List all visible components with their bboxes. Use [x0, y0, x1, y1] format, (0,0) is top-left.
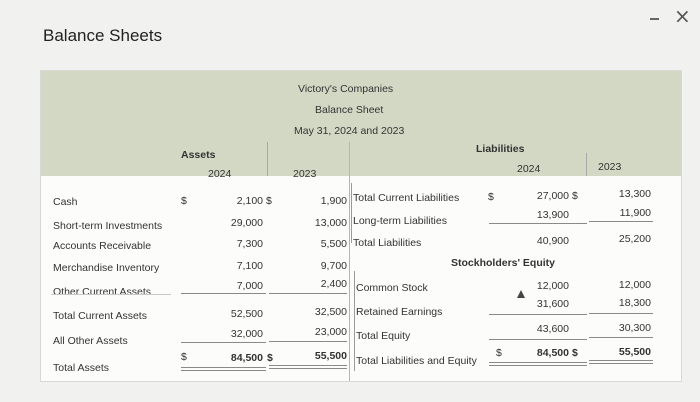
asset-sti-2023: 13,000 [314, 217, 347, 229]
eq-re-2023: 18,300 [618, 297, 651, 309]
liab-tl-2023: 25,200 [618, 233, 651, 245]
liab-label-total-liabilities-equity: Total Liabilities and Equity [356, 355, 477, 367]
le-total-2024: 84,500 [536, 347, 569, 359]
liab-dollar-sign: $ [488, 191, 494, 203]
asset-label-all-other-assets: All Other Assets [53, 335, 128, 347]
liab-label-retained-earnings: Retained Earnings [356, 306, 443, 318]
asset-label-total-assets: Total Assets [53, 362, 110, 374]
equity-heading: Stockholders' Equity [451, 257, 556, 269]
asset-label-short-term-investments: Short-term Investments [53, 220, 163, 232]
asset-tca-2023: 32,500 [314, 306, 347, 318]
asset-label-total-current-assets: Total Current Assets [53, 310, 147, 322]
balance-sheet-table: Victory's Companies Balance Sheet May 31… [40, 70, 682, 382]
statement-dates: May 31, 2024 and 2023 [294, 125, 405, 137]
liab-ltl-2024: 13,900 [536, 209, 569, 221]
asset-tca-2024: 52,500 [230, 308, 263, 320]
asset-dollar-sign: $ [266, 195, 272, 207]
liabilities-col-2024: 2024 [517, 163, 541, 175]
liab-ltl-2023: 11,900 [619, 207, 651, 219]
close-icon[interactable]: × [674, 4, 691, 28]
liab-label-tcl: Total Current Liabilities [353, 192, 460, 204]
assets-heading: Assets [181, 149, 216, 161]
liab-tcl-2023: 13,300 [618, 188, 651, 200]
asset-mi-2023: 9,700 [320, 260, 347, 272]
liab-tcl-2024: 27,000 [536, 190, 569, 202]
asset-ta-2024: 84,500 [230, 352, 263, 364]
asset-label-cash: Cash [53, 196, 78, 208]
liab-tl-2024: 40,900 [536, 235, 569, 247]
header-band [41, 71, 681, 176]
liab-dollar-sign: $ [572, 190, 578, 202]
asset-dollar-sign: $ [181, 351, 187, 363]
liabilities-col-2023: 2023 [598, 161, 622, 173]
asset-aoa-2023: 23,000 [314, 326, 347, 338]
asset-oca-2024: 7,000 [236, 280, 263, 292]
liab-dollar-sign: $ [496, 347, 502, 359]
asset-cash-2023: 1,900 [320, 195, 347, 207]
page-title: Balance Sheets [43, 26, 163, 45]
asset-label-merchandise-inventory: Merchandise Inventory [53, 262, 160, 274]
liab-label-total-liabilities: Total Liabilities [353, 237, 422, 249]
asset-ar-2023: 5,500 [320, 238, 347, 250]
liab-label-ltl: Long-term Liabilities [353, 215, 447, 227]
asset-aoa-2024: 32,000 [230, 328, 263, 340]
liabilities-heading: Liabilities [476, 143, 525, 155]
asset-ta-2023: 55,500 [314, 350, 347, 362]
asset-label-other-current-assets: Other Current Assets [53, 286, 152, 298]
assets-col-2023: 2023 [293, 168, 317, 180]
liab-dollar-sign: $ [572, 347, 578, 359]
asset-dollar-sign: $ [267, 352, 273, 364]
asset-cash-2024: 2,100 [236, 195, 263, 207]
minimize-button[interactable] [650, 18, 659, 20]
eq-te-2023: 30,300 [618, 322, 651, 334]
eq-re-2024: 31,600 [536, 298, 569, 310]
eq-cs-2023: 12,000 [618, 279, 651, 291]
statement-name: Balance Sheet [315, 104, 384, 116]
assets-col-2024: 2024 [208, 168, 232, 180]
liab-label-common-stock: Common Stock [356, 282, 428, 294]
asset-mi-2024: 7,100 [236, 260, 263, 272]
company-name: Victory's Companies [298, 83, 394, 95]
liab-label-total-equity: Total Equity [356, 330, 411, 342]
eq-cs-2024: 12,000 [536, 280, 569, 292]
mouse-cursor-icon [517, 290, 525, 298]
asset-label-accounts-receivable: Accounts Receivable [53, 240, 152, 252]
asset-ar-2024: 7,300 [236, 238, 263, 250]
asset-oca-2023: 2,400 [320, 278, 347, 290]
le-total-2023: 55,500 [618, 346, 651, 358]
eq-te-2024: 43,600 [536, 323, 569, 335]
asset-dollar-sign: $ [181, 195, 187, 207]
asset-sti-2024: 29,000 [230, 217, 263, 229]
